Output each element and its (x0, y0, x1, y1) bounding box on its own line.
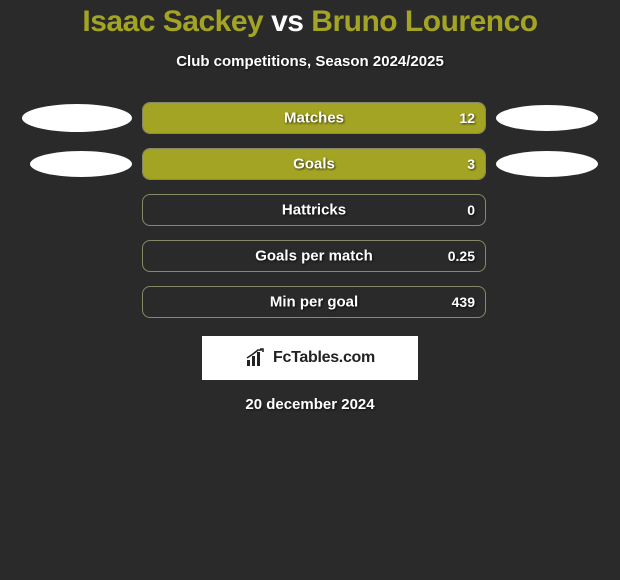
comparison-card: Isaac Sackey vs Bruno Lourenco Club comp… (0, 0, 620, 580)
stat-bar: Hattricks 0 (142, 194, 486, 226)
stat-row: Matches 12 (10, 102, 610, 134)
player2-ellipse (496, 151, 598, 177)
stat-bar: Goals per match 0.25 (142, 240, 486, 272)
stat-value: 12 (459, 110, 475, 126)
player2-name: Bruno Lourenco (311, 5, 537, 38)
stat-bar: Goals 3 (142, 148, 486, 180)
stat-label: Goals (293, 156, 335, 173)
stat-value: 439 (452, 294, 475, 310)
chart-icon (245, 348, 267, 368)
vs-text: vs (271, 5, 303, 38)
stat-label: Hattricks (282, 202, 346, 219)
stat-value: 3 (467, 156, 475, 172)
stats-rows: Matches 12 Goals 3 Hattricks 0 (0, 102, 620, 318)
badge-text: FcTables.com (273, 349, 375, 367)
stat-row: Goals per match 0.25 (10, 240, 610, 272)
player1-ellipse (30, 151, 132, 177)
stat-row: Hattricks 0 (10, 194, 610, 226)
player1-ellipse (22, 104, 132, 132)
player2-ellipse (496, 105, 598, 131)
stat-bar: Matches 12 (142, 102, 486, 134)
page-title: Isaac Sackey vs Bruno Lourenco (0, 5, 620, 39)
date-text: 20 december 2024 (0, 396, 620, 413)
stat-label: Goals per match (255, 248, 373, 265)
player1-name: Isaac Sackey (82, 5, 263, 38)
subtitle: Club competitions, Season 2024/2025 (0, 53, 620, 70)
stat-label: Min per goal (270, 294, 358, 311)
stat-row: Min per goal 439 (10, 286, 610, 318)
stat-value: 0 (467, 202, 475, 218)
stat-row: Goals 3 (10, 148, 610, 180)
stat-label: Matches (284, 110, 344, 127)
source-badge: FcTables.com (202, 336, 418, 380)
stat-bar: Min per goal 439 (142, 286, 486, 318)
stat-value: 0.25 (448, 248, 475, 264)
